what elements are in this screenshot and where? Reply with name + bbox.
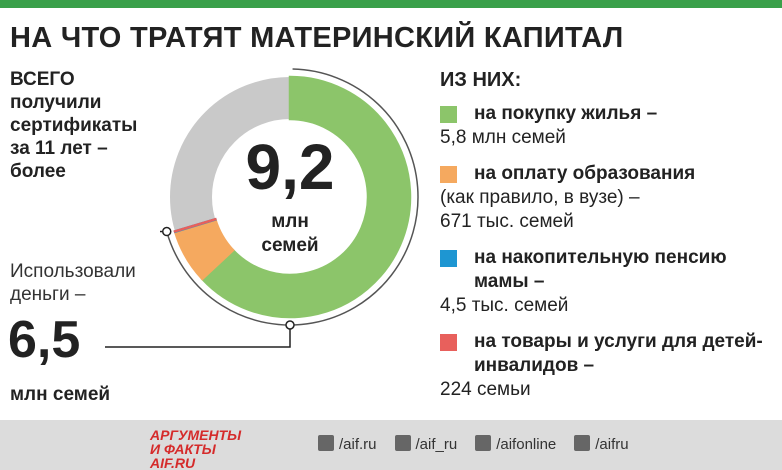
legend-item: на оплату образования (как правило, в ву… bbox=[440, 162, 780, 234]
used-value: 6,5 bbox=[8, 311, 81, 369]
caption-line: Использовали bbox=[10, 261, 136, 282]
legend-swatch bbox=[440, 166, 457, 183]
social-icon bbox=[318, 435, 334, 451]
used-unit: млн семей bbox=[10, 384, 111, 405]
legend: ИЗ НИХ: на покупку жилья – 5,8 млн семей… bbox=[440, 68, 780, 414]
caption-line: получили bbox=[10, 92, 102, 113]
legend-name: на покупку жилья – bbox=[474, 103, 658, 124]
donut-segment bbox=[173, 217, 217, 233]
donut-segment bbox=[200, 75, 412, 319]
center-value: 9,2 bbox=[246, 131, 335, 203]
caption-line: деньги – bbox=[10, 284, 86, 305]
top-bar bbox=[0, 0, 782, 8]
logo-line: И ФАКТЫ bbox=[150, 441, 216, 457]
logo-line: AIF.RU bbox=[150, 455, 196, 470]
used-caption: Использовали деньги – bbox=[10, 260, 136, 306]
legend-swatch bbox=[440, 250, 457, 267]
social-icon bbox=[475, 435, 492, 451]
social-text: /aif.ru bbox=[339, 436, 377, 453]
logo-line: АРГУМЕНТЫ bbox=[150, 427, 242, 443]
social-icon bbox=[574, 435, 591, 451]
legend-value: 4,5 тыс. семей bbox=[440, 295, 569, 316]
legend-value: 224 семьи bbox=[440, 379, 531, 400]
social-text: /aifonline bbox=[496, 436, 557, 453]
used-arc bbox=[166, 68, 419, 326]
donut-chart: 9,2 млн семей bbox=[105, 68, 419, 348]
social-link[interactable]: /aifru bbox=[574, 435, 629, 453]
legend-value: 5,8 млн семей bbox=[440, 127, 566, 148]
caption-line: за 11 лет – bbox=[10, 138, 108, 159]
caption-line: сертификаты bbox=[10, 115, 138, 136]
legend-swatch bbox=[440, 106, 457, 123]
social-link[interactable]: /aif_ru bbox=[394, 435, 458, 453]
center-unit: млн семей bbox=[261, 211, 318, 256]
arc-end bbox=[161, 226, 172, 237]
social-link[interactable]: /aif.ru bbox=[318, 435, 377, 453]
legend-name: на товары и услуги для детей-инвалидов – bbox=[474, 331, 763, 376]
arc-end bbox=[285, 320, 295, 330]
legend-name: на накопительную пенсию мамы – bbox=[474, 247, 727, 292]
legend-item: на накопительную пенсию мамы – 4,5 тыс. … bbox=[440, 246, 780, 318]
legend-note: (как правило, в вузе) – bbox=[440, 187, 640, 208]
total-caption: ВСЕГО получили сертификаты за 11 лет – более bbox=[10, 68, 137, 183]
pointer bbox=[105, 329, 291, 348]
social-text: /aif_ru bbox=[415, 436, 458, 453]
legend-name: на оплату образования bbox=[474, 163, 696, 184]
social-link[interactable]: /aifonline bbox=[475, 435, 556, 453]
legend-item: на покупку жилья – 5,8 млн семей bbox=[440, 102, 780, 150]
social-text: /aifru bbox=[595, 436, 629, 453]
legend-value: 671 тыс. семей bbox=[440, 211, 574, 232]
social-icon bbox=[394, 435, 411, 451]
legend-item: на товары и услуги для детей-инвалидов –… bbox=[440, 330, 780, 402]
caption-line: более bbox=[10, 161, 66, 182]
logo[interactable]: АРГУМЕНТЫ И ФАКТЫ AIF.RU bbox=[150, 428, 241, 470]
legend-title: ИЗ НИХ: bbox=[440, 69, 522, 91]
legend-swatch bbox=[440, 334, 457, 351]
footer: АРГУМЕНТЫ И ФАКТЫ AIF.RU /aif.ru/aif_ru/ai… bbox=[0, 420, 782, 470]
caption-line: ВСЕГО bbox=[10, 69, 75, 90]
social-links: /aif.ru/aif_ru/aifonline/aifru bbox=[318, 435, 629, 453]
chart-title: НА ЧТО ТРАТЯТ МАТЕРИНСКИЙ КАПИТАЛ bbox=[10, 22, 624, 54]
